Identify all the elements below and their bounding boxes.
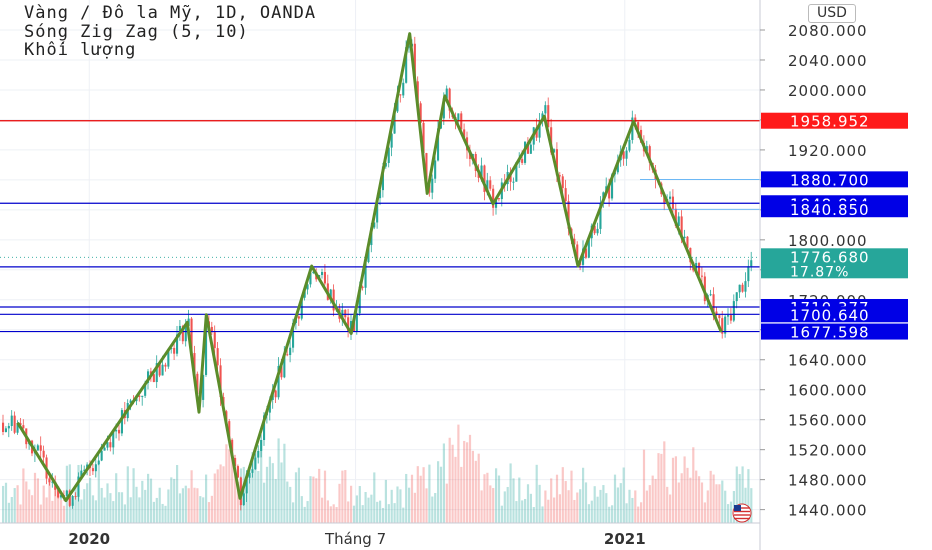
y-tick-label: 1440.000 [788, 502, 868, 520]
x-tick-label: 2020 [68, 530, 110, 548]
x-tick-label: 2021 [604, 530, 646, 548]
side-label-1: 1840.850 [790, 201, 870, 219]
current-price-bg [761, 248, 908, 279]
level-label-5-bg [761, 323, 908, 340]
side-label-0: 1880.700 [790, 171, 870, 189]
y-tick-label: 1520.000 [788, 442, 868, 460]
level-label-4: 1700.640 [790, 306, 870, 324]
zigzag-line [16, 32, 723, 503]
side-label-1-bg [761, 201, 908, 218]
side-label-0-bg [761, 171, 908, 188]
currency-button[interactable]: USD [808, 4, 856, 23]
current-price-label: 1776.680 [790, 248, 870, 266]
level-label-0-bg [761, 112, 908, 129]
y-tick-label: 1480.000 [788, 472, 868, 490]
chart-title: Vàng / Đô la Mỹ, 1D, OANDA [24, 3, 317, 23]
indicator-label: Sóng Zig Zag (5, 10) [24, 22, 249, 42]
level-label-4-bg [761, 306, 908, 323]
y-tick-label: 1920.000 [788, 142, 868, 160]
current-change-label: 17.87% [790, 264, 849, 280]
level-label-5: 1677.598 [790, 324, 870, 342]
y-tick-label: 1800.000 [788, 232, 868, 250]
y-tick-label: 1640.000 [788, 352, 868, 370]
x-tick-label: Tháng 7 [324, 530, 386, 548]
y-tick-label: 2080.000 [788, 22, 868, 40]
y-tick-label: 2040.000 [788, 52, 868, 70]
y-tick-label: 1600.000 [788, 382, 868, 400]
y-tick-label: 1560.000 [788, 412, 868, 430]
level-label-0: 1958.952 [790, 113, 870, 131]
y-tick-label: 2000.000 [788, 82, 868, 100]
volume-label: Khối lượng [24, 40, 137, 60]
